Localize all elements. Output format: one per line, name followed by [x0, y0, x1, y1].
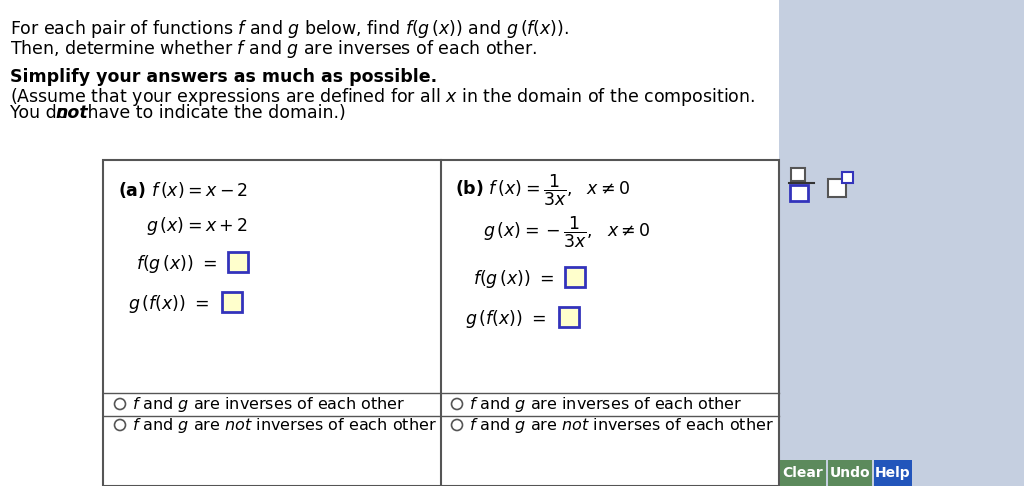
- Text: not: not: [55, 104, 88, 122]
- Text: Simplify your answers as much as possible.: Simplify your answers as much as possibl…: [10, 68, 437, 86]
- Text: $f(g\,(x))\ =$: $f(g\,(x))\ =$: [136, 253, 217, 275]
- Text: $f$ and $g$ are inverses of each other: $f$ and $g$ are inverses of each other: [132, 395, 406, 414]
- Bar: [228, 252, 248, 272]
- Text: have to indicate the domain.): have to indicate the domain.): [82, 104, 346, 122]
- Text: For each pair of functions $f$ and $g$ below, find $f(g\,(x))$ and $g\,(f(x))$.: For each pair of functions $f$ and $g$ b…: [10, 18, 569, 40]
- Circle shape: [115, 399, 126, 410]
- Bar: [779, 0, 1024, 486]
- Text: $f$ and $g$ are $\mathit{not}$ inverses of each other: $f$ and $g$ are $\mathit{not}$ inverses …: [469, 416, 774, 434]
- Circle shape: [452, 419, 463, 431]
- Bar: [790, 185, 808, 201]
- Bar: [791, 168, 805, 181]
- Text: Then, determine whether $f$ and $g$ are inverses of each other.: Then, determine whether $f$ and $g$ are …: [10, 38, 538, 60]
- Text: Help: Help: [876, 466, 910, 480]
- Bar: [222, 292, 242, 312]
- Text: $g\,(f(x))\ =$: $g\,(f(x))\ =$: [465, 308, 546, 330]
- Bar: [828, 179, 846, 197]
- Text: $g\,(x) = -\dfrac{1}{3x},\ \ x \neq 0$: $g\,(x) = -\dfrac{1}{3x},\ \ x \neq 0$: [483, 215, 650, 250]
- Text: $\mathbf{(b)}\ f\,(x) = \dfrac{1}{3x},\ \ x \neq 0$: $\mathbf{(b)}\ f\,(x) = \dfrac{1}{3x},\ …: [455, 173, 630, 208]
- Text: (Assume that your expressions are defined for all $x$ in the domain of the compo: (Assume that your expressions are define…: [10, 86, 755, 108]
- Bar: [874, 460, 912, 486]
- Circle shape: [115, 419, 126, 431]
- Text: $\mathbf{(a)}\ f\,(x) = x - 2$: $\mathbf{(a)}\ f\,(x) = x - 2$: [118, 180, 248, 200]
- Bar: [565, 267, 585, 287]
- Text: Clear: Clear: [782, 466, 823, 480]
- Text: You do: You do: [10, 104, 73, 122]
- Circle shape: [452, 399, 463, 410]
- Bar: [828, 460, 872, 486]
- Text: $f(g\,(x))\ =$: $f(g\,(x))\ =$: [473, 268, 554, 290]
- Text: $g\,(x) = x + 2$: $g\,(x) = x + 2$: [146, 215, 248, 237]
- Text: Undo: Undo: [829, 466, 870, 480]
- Text: $f$ and $g$ are inverses of each other: $f$ and $g$ are inverses of each other: [469, 395, 742, 414]
- Text: $g\,(f(x))\ =$: $g\,(f(x))\ =$: [128, 293, 209, 315]
- Bar: [842, 172, 853, 183]
- Bar: [559, 307, 579, 327]
- Text: $f$ and $g$ are $\mathit{not}$ inverses of each other: $f$ and $g$ are $\mathit{not}$ inverses …: [132, 416, 437, 434]
- Bar: [103, 160, 779, 486]
- Bar: [780, 460, 826, 486]
